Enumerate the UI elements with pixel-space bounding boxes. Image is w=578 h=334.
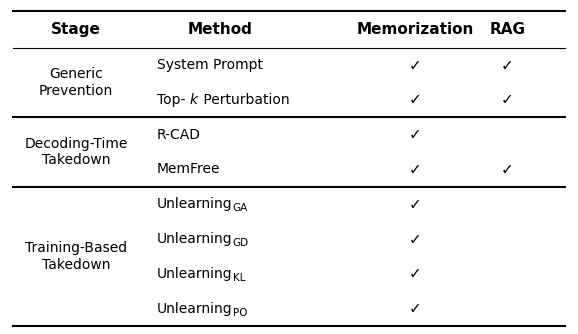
Text: ✓: ✓: [409, 231, 422, 246]
Text: Generic
Prevention: Generic Prevention: [39, 67, 113, 98]
Text: GA: GA: [232, 203, 248, 213]
Text: ✓: ✓: [409, 93, 422, 108]
Text: Perturbation: Perturbation: [199, 93, 290, 107]
Text: ✓: ✓: [501, 162, 514, 177]
Text: k: k: [190, 93, 198, 107]
Text: ✓: ✓: [409, 127, 422, 142]
Text: Training-Based
Takedown: Training-Based Takedown: [25, 241, 127, 272]
Text: ✓: ✓: [409, 301, 422, 316]
Text: Stage: Stage: [51, 22, 101, 37]
Text: Top-: Top-: [157, 93, 185, 107]
Text: Unlearning: Unlearning: [157, 232, 232, 246]
Text: Unlearning: Unlearning: [157, 197, 232, 211]
Text: RAG: RAG: [490, 22, 525, 37]
Text: GD: GD: [232, 238, 249, 248]
Text: ✓: ✓: [501, 58, 514, 73]
Text: ✓: ✓: [501, 93, 514, 108]
Text: Memorization: Memorization: [357, 22, 474, 37]
Text: R-CAD: R-CAD: [157, 128, 201, 142]
Text: ✓: ✓: [409, 197, 422, 212]
Text: System Prompt: System Prompt: [157, 58, 262, 72]
Text: ✓: ✓: [409, 162, 422, 177]
Text: Unlearning: Unlearning: [157, 302, 232, 316]
Text: Method: Method: [187, 22, 253, 37]
Text: Decoding-Time
Takedown: Decoding-Time Takedown: [24, 137, 128, 167]
Text: KL: KL: [232, 273, 245, 283]
Text: PO: PO: [232, 308, 247, 318]
Text: Unlearning: Unlearning: [157, 267, 232, 281]
Text: ✓: ✓: [409, 266, 422, 281]
Text: MemFree: MemFree: [157, 162, 220, 176]
Text: ✓: ✓: [409, 58, 422, 73]
